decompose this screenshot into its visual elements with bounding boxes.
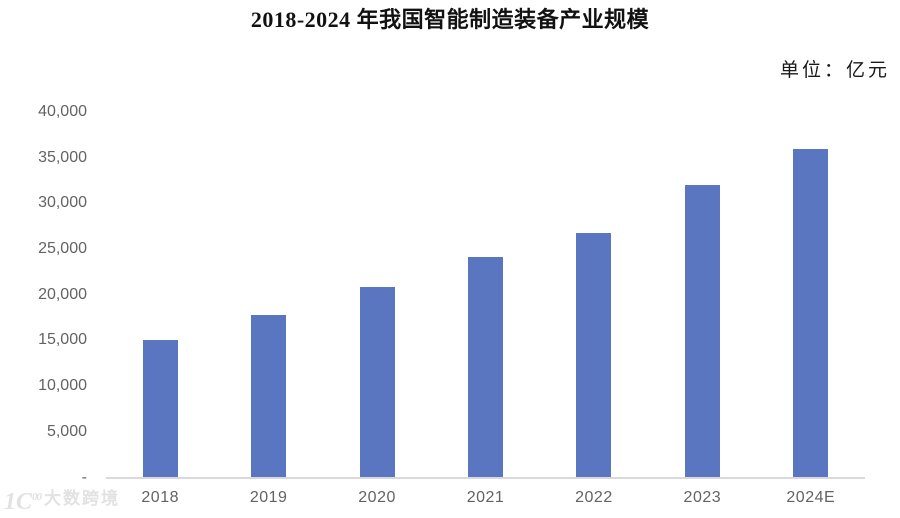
y-axis-tick-label: -: [81, 468, 87, 486]
y-axis-tick-label: 20,000: [38, 285, 87, 303]
watermark-logo-main: 1C: [4, 488, 33, 515]
watermark: 1C00 大数跨境: [4, 484, 120, 514]
x-axis-line: [106, 476, 865, 479]
y-axis-tick-label: 10,000: [38, 377, 87, 395]
y-axis-tick-label: 5,000: [46, 422, 87, 440]
bar-2019: [251, 314, 287, 478]
x-axis-tick-label: 2018: [141, 489, 179, 506]
x-axis-tick-label: 2022: [575, 489, 613, 506]
y-axis-tick-label: 15,000: [38, 331, 87, 349]
bar-2021: [468, 257, 503, 478]
bar-2018: [142, 339, 178, 478]
bar-2022: [576, 232, 612, 478]
bar-2024E: [793, 148, 829, 478]
watermark-text: 大数跨境: [44, 489, 121, 508]
y-axis-tick-label: 25,000: [38, 240, 87, 258]
chart-title: 2018-2024 年我国智能制造装备产业规模: [250, 7, 650, 32]
x-axis-tick-label: 2023: [683, 489, 722, 506]
x-axis-tick-label: 2019: [249, 489, 288, 506]
y-axis-tick-label: 35,000: [38, 148, 87, 166]
bar-2023: [684, 185, 720, 478]
y-axis-tick-label: 40,000: [38, 103, 87, 120]
watermark-logo-icon: 1C00: [4, 485, 42, 515]
x-axis-tick-label: 2020: [358, 489, 396, 506]
x-axis-tick-label: 2021: [466, 489, 505, 506]
x-axis-tick-label: 2024E: [786, 489, 836, 506]
y-axis-tick-label: 30,000: [38, 194, 87, 212]
unit-label: 单位：亿元: [779, 60, 890, 81]
watermark-logo-sup: 00: [32, 490, 42, 503]
bar-2020: [359, 286, 395, 478]
